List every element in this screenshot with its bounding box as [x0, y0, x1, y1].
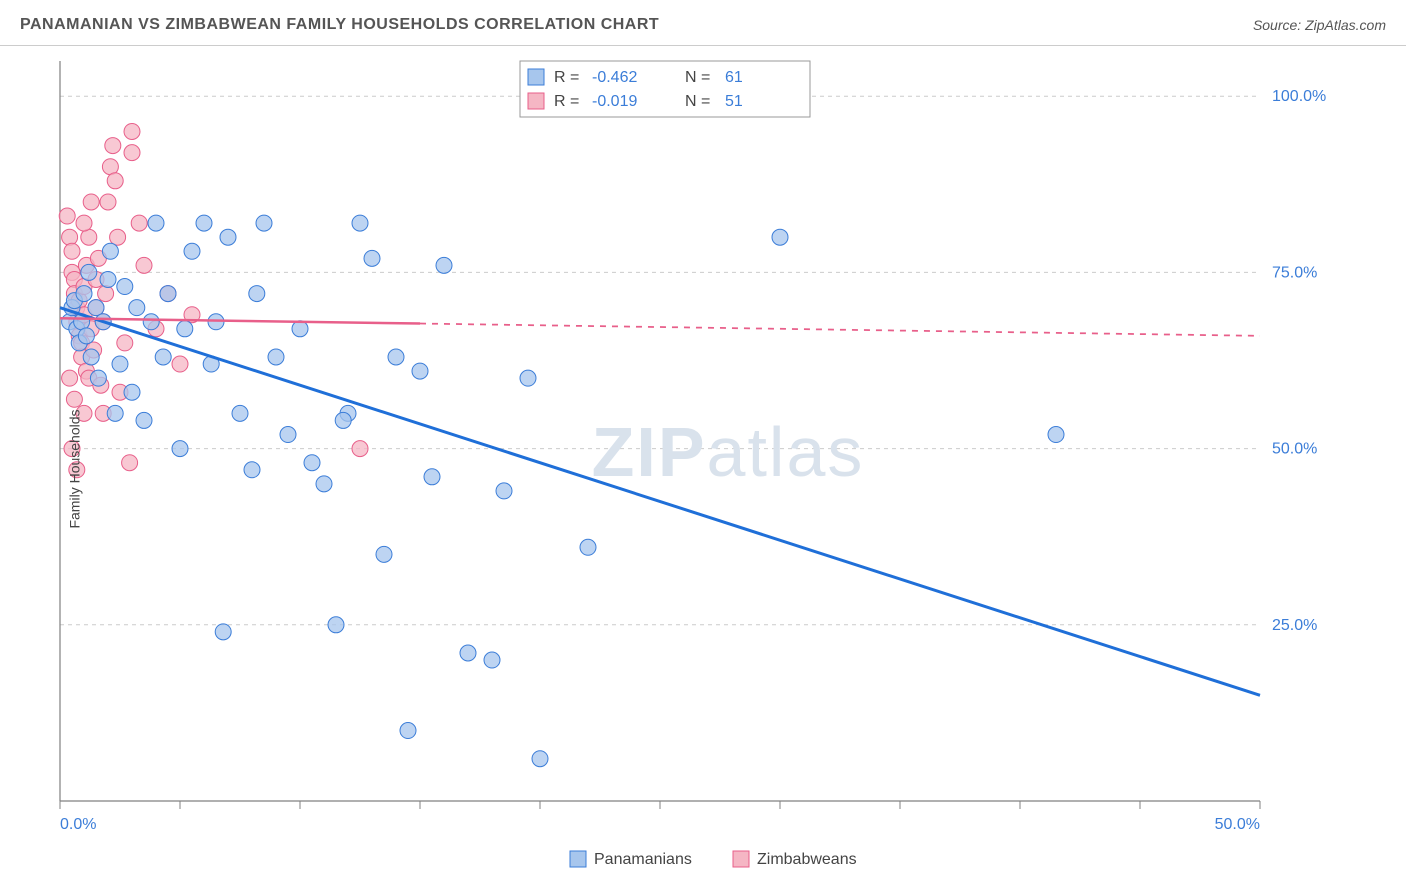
svg-text:0.0%: 0.0% [60, 816, 96, 833]
chart-area: Family Households ZIPatlas 0.0%50.0%25.0… [50, 51, 1406, 886]
svg-text:51: 51 [725, 93, 743, 110]
chart-title: PANAMANIAN VS ZIMBABWEAN FAMILY HOUSEHOL… [20, 16, 659, 34]
svg-text:Zimbabweans: Zimbabweans [757, 851, 857, 868]
svg-text:R =: R = [554, 93, 579, 110]
svg-text:50.0%: 50.0% [1272, 441, 1317, 458]
svg-text:100.0%: 100.0% [1272, 88, 1326, 105]
scatter-plot: 0.0% 50.0% 25.0% 50.0% 75.0% 100.0% R = -0.462 N… [50, 51, 1400, 881]
svg-text:Panamanians: Panamanians [594, 851, 692, 868]
svg-text:75.0%: 75.0% [1272, 264, 1317, 281]
svg-text:-0.019: -0.019 [592, 93, 637, 110]
svg-text:-0.462: -0.462 [592, 69, 637, 86]
chart-header: PANAMANIAN VS ZIMBABWEAN FAMILY HOUSEHOL… [0, 0, 1406, 46]
svg-text:50.0%: 50.0% [1215, 816, 1260, 833]
svg-text:R =: R = [554, 69, 579, 86]
y-axis-label: Family Households [67, 409, 83, 528]
svg-text:25.0%: 25.0% [1272, 617, 1317, 634]
svg-text:61: 61 [725, 69, 743, 86]
svg-text:N =: N = [685, 69, 710, 86]
source-label: Source: ZipAtlas.com [1253, 17, 1386, 33]
svg-text:N =: N = [685, 93, 710, 110]
